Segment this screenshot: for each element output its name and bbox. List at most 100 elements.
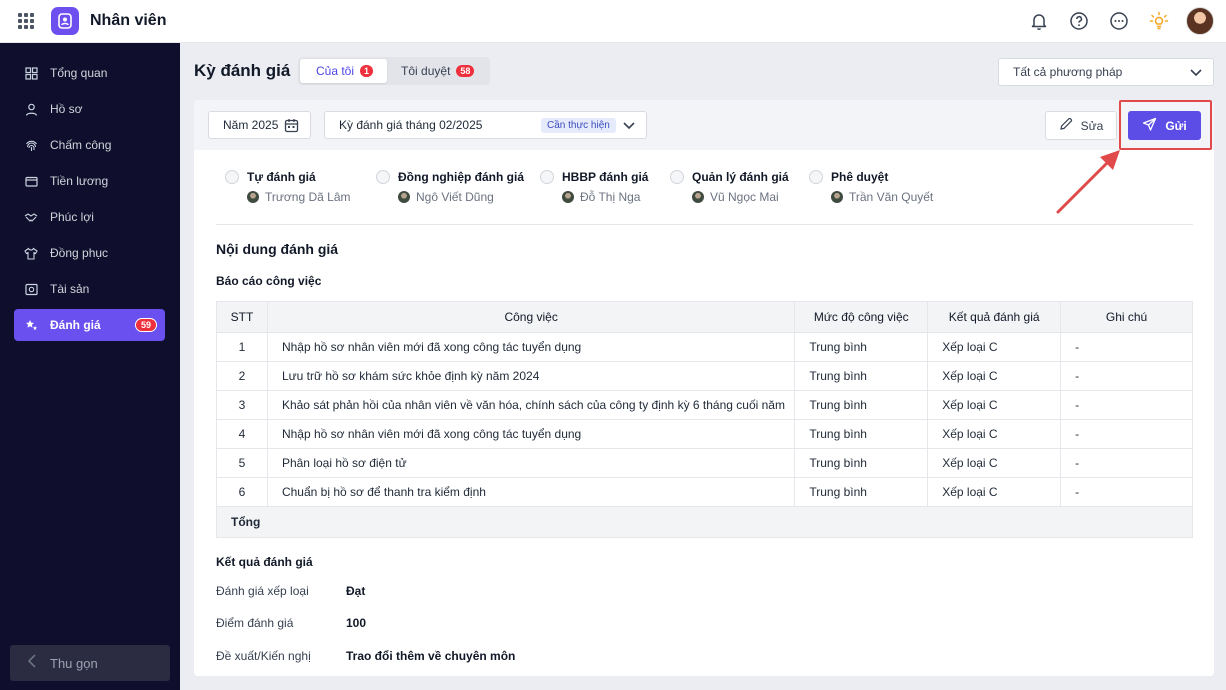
method-select[interactable]: Tất cả phương pháp: [998, 58, 1214, 86]
column-header: Công việc: [266, 301, 796, 333]
page-title: Kỳ đánh giá: [194, 61, 291, 80]
method-select-value: Tất cả phương pháp: [1013, 65, 1123, 79]
year-value: Năm 2025: [223, 118, 279, 132]
cell-note: -: [1060, 390, 1193, 420]
cell-task: Chuẩn bị hồ sơ để thanh tra kiểm định: [266, 477, 796, 507]
edit-label: Sửa: [1080, 118, 1104, 133]
wallet-icon: [24, 174, 38, 188]
cell-stt: 6: [216, 477, 268, 507]
cell-note: -: [1060, 477, 1193, 507]
cell-note: -: [1060, 419, 1193, 449]
sidebar-item-dong-phuc[interactable]: Đồng phục: [14, 237, 165, 269]
result-key: Điểm đánh giá: [216, 616, 294, 630]
period-value: Kỳ đánh giá tháng 02/2025: [339, 118, 483, 132]
result-value: Trao đổi thêm về chuyên môn: [346, 649, 516, 663]
chevron-down-icon: [1189, 65, 1203, 82]
cell-level: Trung bình: [794, 448, 929, 478]
cell-level: Trung bình: [794, 390, 929, 420]
step-circle: [540, 170, 554, 184]
send-highlight-box: [1119, 100, 1212, 150]
cell-note: -: [1060, 332, 1193, 362]
sidebar-item-tong-quan[interactable]: Tổng quan: [14, 57, 165, 89]
more-icon[interactable]: [1106, 8, 1132, 34]
sidebar-item-label: Tổng quan: [50, 66, 108, 80]
year-picker[interactable]: Năm 2025: [208, 111, 311, 139]
sidebar-item-cham-cong[interactable]: Chấm công: [14, 129, 165, 161]
person-name: Trần Văn Quyết: [849, 190, 934, 204]
step-person: Trần Văn Quyết: [831, 190, 933, 204]
sidebar-item-label: Đồng phục: [50, 246, 109, 260]
shirt-icon: [24, 246, 38, 260]
sidebar-item-label: Tiền lương: [50, 174, 109, 188]
step-person: Trương Dã Lâm: [247, 190, 350, 204]
bell-icon[interactable]: [1026, 8, 1052, 34]
sidebar-item-tien-luong[interactable]: Tiền lương: [14, 165, 165, 197]
collapse-button[interactable]: Thu gọn: [10, 645, 170, 681]
cell-stt: 1: [216, 332, 268, 362]
cell-task: Lưu trữ hồ sơ khám sức khỏe định kỳ năm …: [266, 361, 796, 391]
sidebar-item-danh-gia[interactable]: Đánh giá 59: [14, 309, 165, 341]
app-title: Nhân viên: [90, 12, 167, 29]
result-value: 100: [346, 616, 367, 630]
total-label: Tổng: [216, 506, 1193, 538]
tasks-table: STT Công việc Mức độ công việc Kết quả đ…: [216, 301, 1193, 538]
cell-result: Xếp loại C: [927, 477, 1062, 507]
send-button[interactable]: Gửi: [1128, 111, 1201, 140]
sidebar-item-label: Phúc lợi: [50, 210, 94, 224]
dashboard-icon: [24, 66, 38, 80]
sidebar-item-label: Tài sản: [50, 282, 90, 296]
sidebar-item-tai-san[interactable]: Tài sản: [14, 273, 165, 305]
evaluation-card: Năm 2025 Kỳ đánh giá tháng 02/2025 Cần t…: [194, 100, 1214, 676]
cell-result: Xếp loại C: [927, 361, 1062, 391]
cell-task: Khảo sát phản hồi của nhân viên về văn h…: [266, 390, 796, 420]
user-avatar[interactable]: [1186, 7, 1214, 35]
app-logo-icon: [51, 7, 79, 35]
person-name: Vũ Ngọc Mai: [710, 190, 779, 204]
send-icon: [1142, 117, 1157, 135]
tab-toi-duyet[interactable]: Tôi duyệt 58: [387, 59, 488, 83]
asset-icon: [24, 282, 38, 296]
tab-badge: 58: [456, 65, 475, 77]
tab-group: Của tôi 1 Tôi duyệt 58: [298, 57, 491, 85]
cell-note: -: [1060, 448, 1193, 478]
lightbulb-icon[interactable]: [1146, 8, 1172, 34]
cell-level: Trung bình: [794, 332, 929, 362]
tab-cua-toi[interactable]: Của tôi 1: [300, 59, 388, 83]
step-title: HBBP đánh giá: [562, 170, 649, 184]
fingerprint-icon: [24, 138, 38, 152]
send-label: Gửi: [1165, 118, 1187, 133]
sidebar-item-phuc-loi[interactable]: Phúc lợi: [14, 201, 165, 233]
result-key: Đánh giá xếp loại: [216, 584, 309, 598]
section-title: Nội dung đánh giá: [216, 241, 339, 257]
table-row: 1 Nhập hồ sơ nhân viên mới đã xong công …: [216, 332, 1193, 362]
period-select[interactable]: Kỳ đánh giá tháng 02/2025 Cần thực hiện: [324, 111, 647, 139]
person-name: Ngô Viết Dũng: [416, 190, 494, 204]
sidebar-badge: 59: [134, 318, 157, 332]
avatar: [831, 191, 843, 203]
column-header: STT: [216, 301, 268, 333]
step-title: Đồng nghiệp đánh giá: [398, 170, 524, 184]
cell-stt: 4: [216, 419, 268, 449]
step-person: Vũ Ngọc Mai: [692, 190, 779, 204]
sidebar-item-ho-so[interactable]: Hồ sơ: [14, 93, 165, 125]
cell-result: Xếp loại C: [927, 448, 1062, 478]
edit-button[interactable]: Sửa: [1045, 111, 1117, 140]
result-row: Điểm đánh giá 100: [216, 616, 366, 630]
person-name: Đỗ Thị Nga: [580, 190, 641, 204]
step-title: Phê duyệt: [831, 170, 889, 184]
help-icon[interactable]: [1066, 8, 1092, 34]
tab-label: Của tôi: [316, 64, 355, 78]
result-row: Đánh giá xếp loại Đạt: [216, 584, 365, 598]
app-grid-icon[interactable]: [18, 13, 34, 29]
cell-result: Xếp loại C: [927, 419, 1062, 449]
avatar: [692, 191, 704, 203]
cell-level: Trung bình: [794, 361, 929, 391]
tab-badge: 1: [360, 65, 374, 77]
sidebar: Tổng quan Hồ sơ Chấm công Tiền lương Phú…: [0, 43, 180, 690]
step-person: Ngô Viết Dũng: [398, 190, 494, 204]
step-circle: [225, 170, 239, 184]
result-key: Đề xuất/Kiến nghị: [216, 649, 311, 663]
cell-result: Xếp loại C: [927, 332, 1062, 362]
cell-stt: 3: [216, 390, 268, 420]
handshake-icon: [24, 210, 38, 224]
